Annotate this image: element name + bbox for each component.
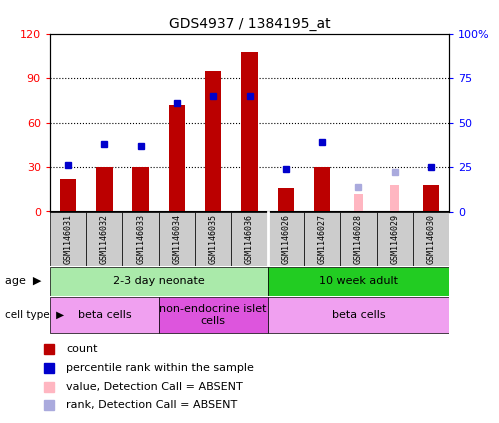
Text: age  ▶: age ▶	[5, 276, 41, 286]
Text: GSM1146033: GSM1146033	[136, 214, 145, 264]
Bar	[195, 212, 232, 266]
Bar	[314, 167, 330, 212]
Bar	[159, 297, 267, 333]
Bar	[205, 71, 222, 212]
Text: GSM1146027: GSM1146027	[317, 214, 326, 264]
Bar	[267, 297, 449, 333]
Bar	[267, 267, 449, 296]
Text: cell type  ▶: cell type ▶	[5, 310, 64, 320]
Bar	[377, 212, 413, 266]
Bar	[390, 185, 399, 212]
Text: beta cells: beta cells	[77, 310, 131, 320]
Text: GSM1146035: GSM1146035	[209, 214, 218, 264]
Bar	[423, 185, 439, 212]
Text: GSM1146034: GSM1146034	[173, 214, 182, 264]
Bar	[122, 212, 159, 266]
Text: 2-3 day neonate: 2-3 day neonate	[113, 276, 205, 286]
Bar	[354, 194, 363, 212]
Text: GSM1146026: GSM1146026	[281, 214, 290, 264]
Bar	[242, 52, 257, 212]
Bar	[340, 212, 377, 266]
Bar	[50, 297, 159, 333]
Bar	[277, 188, 294, 212]
Bar	[169, 105, 185, 212]
Bar	[132, 167, 149, 212]
Text: GSM1146036: GSM1146036	[245, 214, 254, 264]
Text: 10 week adult: 10 week adult	[319, 276, 398, 286]
Bar	[232, 212, 267, 266]
Bar	[413, 212, 449, 266]
Text: count: count	[66, 344, 98, 354]
Text: GSM1146031: GSM1146031	[63, 214, 72, 264]
Bar	[96, 167, 112, 212]
Bar	[159, 212, 195, 266]
Bar	[50, 212, 86, 266]
Bar	[304, 212, 340, 266]
Bar	[60, 179, 76, 212]
Text: beta cells: beta cells	[331, 310, 385, 320]
Bar	[267, 212, 304, 266]
Bar	[86, 212, 122, 266]
Text: value, Detection Call = ABSENT: value, Detection Call = ABSENT	[66, 382, 243, 392]
Bar	[50, 267, 267, 296]
Text: GSM1146029: GSM1146029	[390, 214, 399, 264]
Text: non-endocrine islet
cells: non-endocrine islet cells	[160, 304, 267, 326]
Text: GSM1146030: GSM1146030	[427, 214, 436, 264]
Title: GDS4937 / 1384195_at: GDS4937 / 1384195_at	[169, 17, 330, 31]
Text: percentile rank within the sample: percentile rank within the sample	[66, 363, 254, 373]
Text: rank, Detection Call = ABSENT: rank, Detection Call = ABSENT	[66, 400, 238, 410]
Text: GSM1146032: GSM1146032	[100, 214, 109, 264]
Text: GSM1146028: GSM1146028	[354, 214, 363, 264]
